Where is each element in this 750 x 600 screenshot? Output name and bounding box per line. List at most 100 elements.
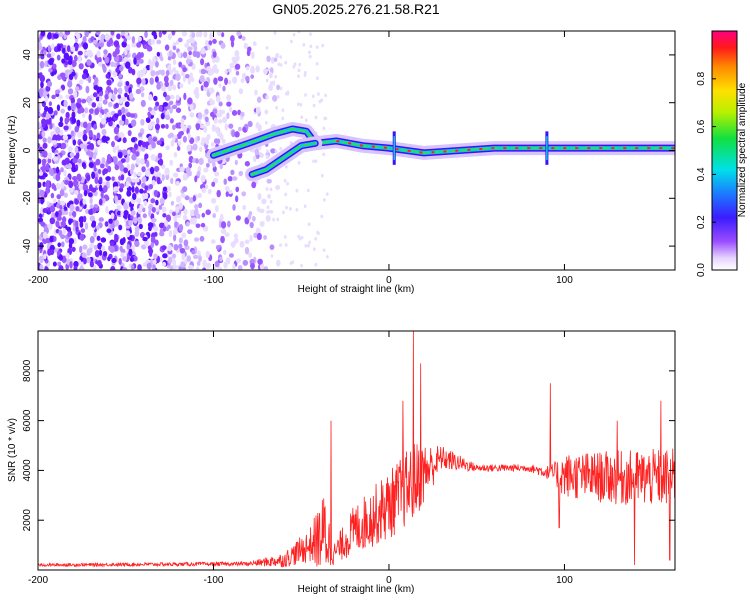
noise-dot <box>61 210 66 216</box>
noise-dot <box>179 166 185 173</box>
noise-dot <box>270 254 274 258</box>
noise-dot <box>212 161 216 168</box>
noise-dot <box>242 259 249 266</box>
noise-dot <box>244 160 250 167</box>
noise-dot <box>202 267 207 270</box>
noise-dot <box>47 158 52 164</box>
noise-dot <box>101 128 107 136</box>
noise-dot <box>112 145 117 154</box>
noise-dot <box>219 213 224 221</box>
noise-dot <box>240 78 245 84</box>
noise-dot <box>323 116 327 121</box>
noise-dot <box>223 261 228 269</box>
noise-dot <box>269 81 273 85</box>
noise-dot <box>69 204 75 212</box>
noise-dot <box>185 58 191 65</box>
noise-dot <box>209 32 213 40</box>
noise-dot <box>41 92 47 97</box>
noise-dot <box>87 192 93 198</box>
noise-dot <box>182 51 188 59</box>
noise-dot <box>168 230 173 238</box>
noise-dot <box>249 234 253 242</box>
noise-dot <box>120 106 126 114</box>
noise-dot <box>295 188 299 193</box>
noise-dot <box>226 112 230 120</box>
noise-dot <box>182 135 187 143</box>
noise-dot <box>39 264 44 270</box>
noise-dot <box>304 118 308 123</box>
noise-dot <box>200 175 206 183</box>
noise-dot <box>98 184 103 192</box>
colorbar-ticks: 0.0 0.2 0.4 0.6 0.8 <box>696 71 716 277</box>
noise-dot <box>147 222 154 228</box>
noise-dot <box>256 232 262 241</box>
noise-dot <box>58 209 63 217</box>
noise-dot <box>76 119 81 127</box>
noise-dot <box>324 93 328 98</box>
noise-dot <box>180 118 185 125</box>
noise-dot <box>197 192 202 199</box>
noise-dot <box>218 101 223 107</box>
noise-dot <box>128 67 133 74</box>
noise-dot <box>198 255 202 263</box>
noise-dot <box>106 115 112 123</box>
noise-dot <box>185 73 190 79</box>
noise-dot <box>162 225 167 232</box>
noise-dot <box>315 45 319 49</box>
noise-dot <box>184 42 189 48</box>
noise-dot <box>153 231 158 237</box>
noise-dot <box>213 68 220 74</box>
noise-dot <box>99 42 104 48</box>
noise-dot <box>124 48 128 56</box>
noise-dot <box>81 98 87 104</box>
noise-dot <box>172 172 179 178</box>
noise-dot <box>203 167 209 173</box>
noise-dot <box>136 171 142 177</box>
noise-dot <box>215 245 220 250</box>
noise-dot <box>172 45 177 51</box>
noise-dot <box>153 95 158 102</box>
noise-dot <box>266 149 269 153</box>
noise-dot <box>180 261 186 268</box>
noise-dot <box>214 55 220 63</box>
snr-y-label: SNR (10 * v/v) <box>7 418 18 482</box>
noise-dot <box>226 94 231 101</box>
noise-dot <box>79 143 86 149</box>
snr-x-ticks: -200 -100 0 100 <box>28 331 573 586</box>
noise-dot <box>62 216 66 222</box>
noise-dot <box>158 204 163 210</box>
noise-dot <box>93 244 98 251</box>
noise-dot <box>155 199 159 206</box>
noise-dot <box>135 88 142 95</box>
noise-dot <box>60 181 65 189</box>
noise-dot <box>101 135 108 143</box>
noise-dot <box>99 95 103 103</box>
noise-dot <box>157 152 163 159</box>
noise-dot <box>82 121 88 129</box>
noise-dot <box>84 51 90 56</box>
noise-dot <box>121 114 126 122</box>
noise-dot <box>91 102 97 108</box>
noise-dot <box>119 183 125 189</box>
noise-dot <box>297 31 301 34</box>
noise-dot <box>153 33 158 40</box>
y-tick-label: 6000 <box>22 409 33 432</box>
noise-dot <box>242 204 247 211</box>
noise-dot <box>230 169 235 176</box>
noise-dot <box>120 174 125 181</box>
x-tick-label: 100 <box>556 275 573 286</box>
noise-dot <box>112 70 118 77</box>
noise-dot <box>125 230 131 238</box>
noise-dot <box>77 259 82 265</box>
noise-dot <box>44 60 48 68</box>
noise-dot <box>93 230 97 238</box>
noise-dot <box>202 259 207 268</box>
noise-dot <box>228 79 232 85</box>
noise-dot <box>196 260 201 267</box>
noise-dot <box>57 44 62 52</box>
noise-dot <box>57 261 62 267</box>
noise-dot <box>105 176 111 181</box>
noise-dot <box>172 67 177 73</box>
noise-dot <box>80 121 84 128</box>
